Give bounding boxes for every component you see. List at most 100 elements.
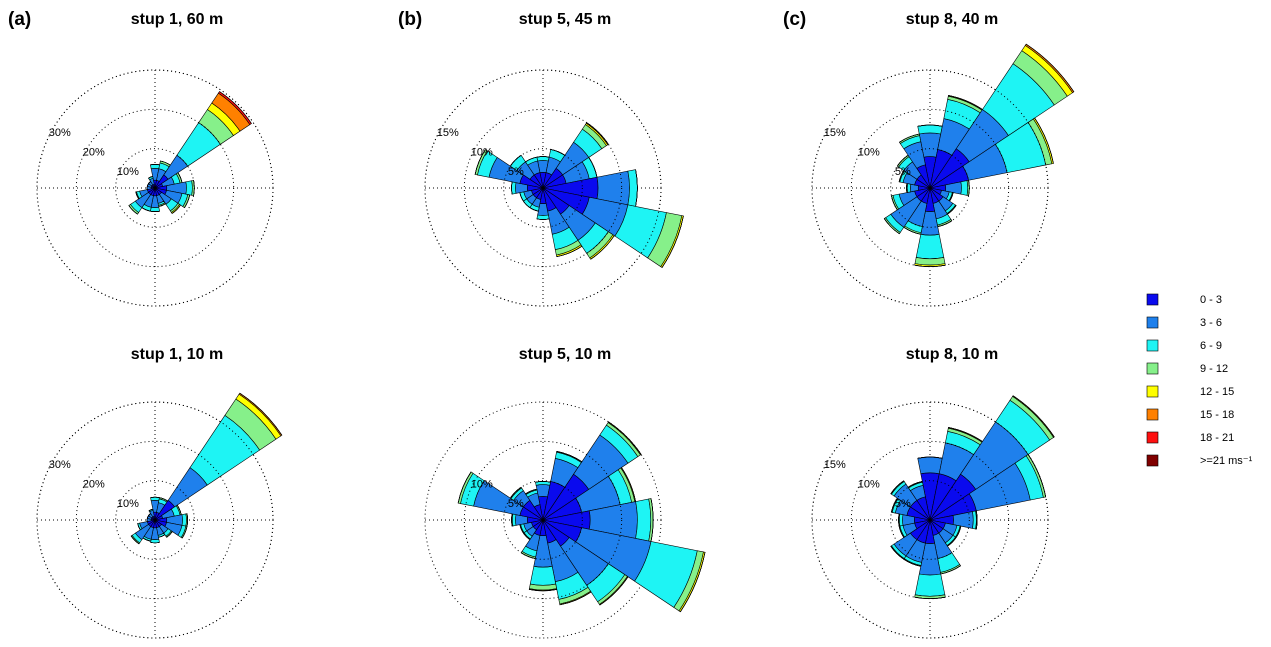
grid-circle	[811, 69, 1049, 307]
wedge	[150, 164, 160, 170]
legend-swatch	[1146, 316, 1159, 329]
r-tick-label: 30%	[49, 127, 71, 139]
wedge	[890, 546, 904, 560]
wedge	[150, 496, 160, 502]
legend-label: 0 - 3	[1200, 294, 1222, 306]
chart-title: stup 8, 10 m	[906, 346, 998, 363]
grid-circle	[850, 108, 1010, 268]
wedge	[171, 204, 181, 214]
panel-label: (b)	[398, 9, 422, 30]
legend-swatch	[1146, 408, 1159, 421]
legend-label: 15 - 18	[1200, 409, 1234, 421]
grid-circle	[890, 148, 970, 228]
r-tick-label: 20%	[83, 147, 105, 159]
wedges	[130, 392, 283, 545]
wedges	[457, 421, 706, 613]
legend-swatch	[1146, 362, 1159, 375]
wedge	[525, 156, 537, 163]
legend-label: 18 - 21	[1200, 432, 1234, 444]
grid-circle	[36, 401, 274, 639]
wedge	[474, 149, 486, 175]
wedge	[166, 531, 173, 538]
wedge	[680, 552, 706, 612]
wedge	[917, 124, 943, 135]
legend-label: 6 - 9	[1200, 340, 1222, 352]
wedge	[556, 245, 583, 257]
r-tick-label: 20%	[83, 479, 105, 491]
chart-title: stup 1, 10 m	[131, 346, 223, 363]
wedge	[135, 191, 139, 200]
r-tick-label: 5%	[895, 166, 911, 178]
legend-swatch	[1146, 293, 1159, 306]
r-tick-label: 10%	[471, 479, 493, 491]
wedge	[219, 91, 252, 124]
legend-swatch	[1146, 339, 1159, 352]
wedges	[474, 122, 684, 268]
grid-circle	[850, 440, 1010, 600]
r-tick-label: 15%	[824, 459, 846, 471]
r-tick-label: 30%	[49, 459, 71, 471]
wedge	[890, 480, 904, 494]
grid-circle	[424, 69, 662, 307]
grid-circle	[75, 440, 235, 600]
wedge	[907, 481, 923, 488]
chart-title: stup 8, 40 m	[906, 11, 998, 28]
grid-circle	[115, 480, 195, 560]
wedge	[635, 498, 651, 542]
wedge	[529, 589, 557, 592]
wedge	[914, 573, 946, 597]
wedge	[906, 183, 912, 193]
wedges	[883, 43, 1075, 267]
r-tick-label: 5%	[895, 498, 911, 510]
wedge	[915, 233, 945, 260]
legend-swatch	[1146, 431, 1159, 444]
grid-circle	[463, 440, 623, 600]
grid-circle	[75, 108, 235, 268]
r-tick-label: 10%	[858, 479, 880, 491]
legend-label: 9 - 12	[1200, 363, 1228, 375]
wedge	[627, 169, 638, 207]
legend-swatch	[1146, 385, 1159, 398]
chart-title: stup 5, 45 m	[519, 11, 611, 28]
grid-circle	[503, 148, 583, 228]
wedge	[525, 488, 537, 495]
r-tick-label: 10%	[471, 147, 493, 159]
grid-circle	[811, 401, 1049, 639]
wedge	[608, 421, 642, 455]
wedge	[185, 180, 193, 196]
grid-circle	[463, 108, 623, 268]
wedge	[960, 180, 969, 196]
grid-circle	[503, 480, 583, 560]
grid-circle	[36, 69, 274, 307]
legend-label: 12 - 15	[1200, 386, 1234, 398]
r-tick-label: 10%	[858, 147, 880, 159]
legend-swatch	[1146, 454, 1159, 467]
grid-circle	[890, 480, 970, 560]
wedge	[536, 214, 550, 220]
r-tick-label: 5%	[508, 498, 524, 510]
r-tick-label: 15%	[824, 127, 846, 139]
legend-label: 3 - 6	[1200, 317, 1222, 329]
wedge	[511, 181, 517, 195]
r-tick-label: 10%	[117, 166, 139, 178]
r-tick-label: 5%	[508, 166, 524, 178]
wedge	[536, 156, 550, 162]
wedge	[975, 510, 978, 530]
wedges	[128, 91, 252, 215]
wedge	[150, 538, 160, 544]
frame-circle	[424, 401, 662, 639]
wedge	[184, 194, 191, 208]
wedge	[148, 508, 153, 512]
chart-title: stup 5, 10 m	[519, 346, 611, 363]
wedge	[559, 591, 592, 606]
wedges	[890, 395, 1055, 599]
wedge	[529, 565, 557, 586]
panel-label: (a)	[8, 9, 31, 30]
r-tick-label: 15%	[437, 127, 459, 139]
panel-label: (c)	[783, 9, 806, 30]
chart-title: stup 1, 60 m	[131, 11, 223, 28]
wedge	[917, 456, 943, 475]
wedge	[150, 206, 160, 212]
r-tick-label: 10%	[117, 498, 139, 510]
